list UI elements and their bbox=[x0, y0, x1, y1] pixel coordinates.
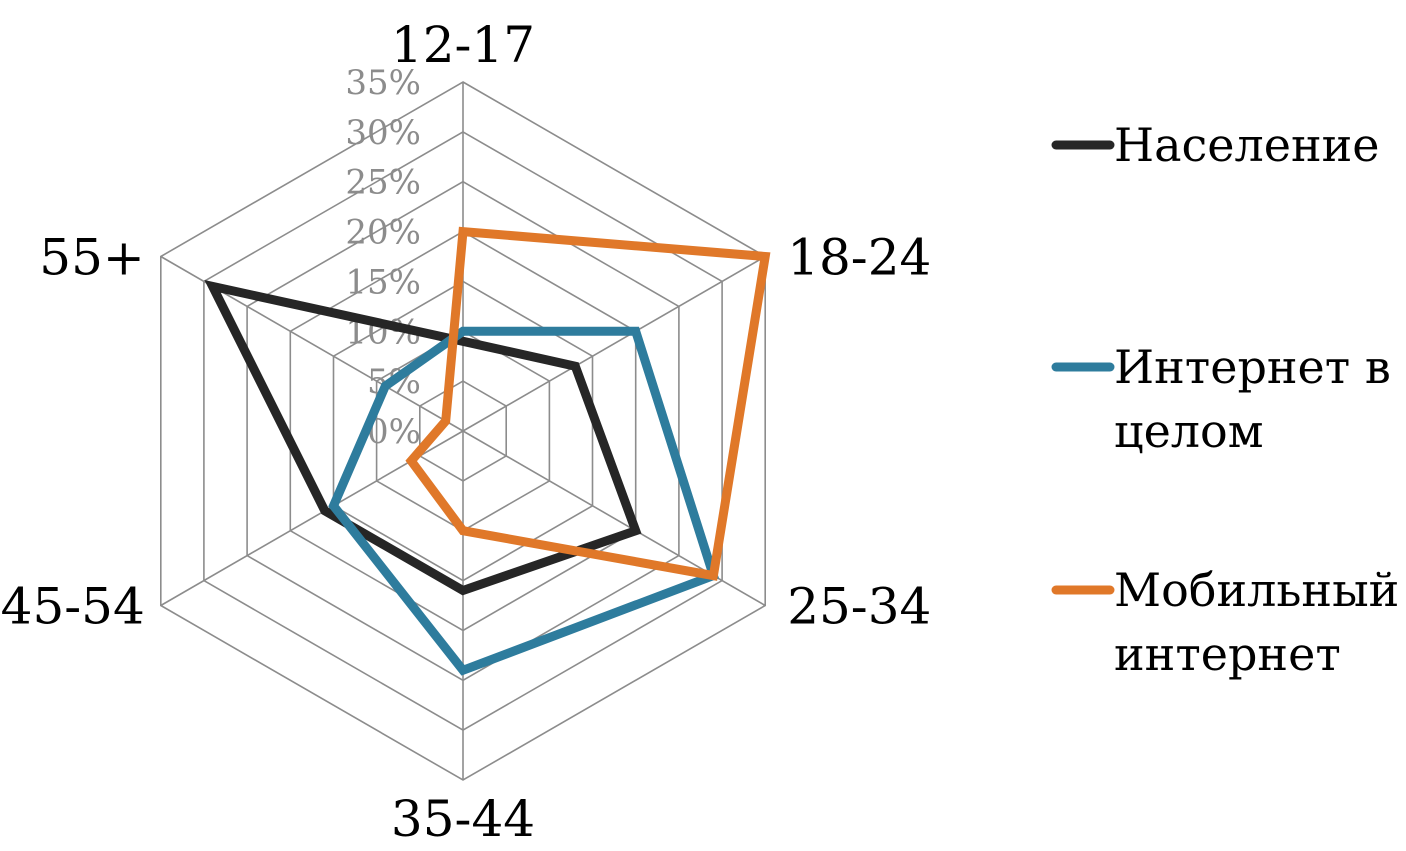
category-label: 12-17 bbox=[391, 16, 535, 74]
tick-label: 15% bbox=[345, 262, 421, 302]
series-lines bbox=[204, 226, 771, 676]
legend-label: интернет bbox=[1114, 627, 1341, 681]
category-label: 35-44 bbox=[391, 790, 535, 848]
tick-label: 30% bbox=[345, 113, 421, 153]
radial-tick-labels: 0%5%10%15%20%25%30%35% bbox=[345, 63, 421, 452]
series-line bbox=[405, 226, 771, 581]
grid bbox=[160, 81, 767, 781]
category-label: 55+ bbox=[39, 229, 145, 287]
legend-label: Население bbox=[1114, 118, 1380, 172]
tick-label: 35% bbox=[345, 63, 421, 103]
series-line bbox=[328, 326, 719, 676]
legend-label: Интернет в bbox=[1114, 340, 1391, 394]
tick-label: 25% bbox=[345, 163, 421, 203]
category-label: 25-34 bbox=[787, 578, 931, 636]
category-labels: 12-17 18-24 25-34 35-44 45-54 55+ bbox=[1, 16, 932, 848]
category-label: 45-54 bbox=[1, 578, 145, 636]
grid-spoke bbox=[462, 255, 766, 432]
legend-label: Мобильный bbox=[1114, 563, 1399, 617]
legend: Население Интернет в целом Мобильный интерне… bbox=[1051, 118, 1399, 681]
series-line bbox=[204, 279, 642, 596]
tick-label: 20% bbox=[345, 213, 421, 253]
legend-label: целом bbox=[1114, 404, 1264, 458]
category-label: 18-24 bbox=[787, 229, 931, 287]
